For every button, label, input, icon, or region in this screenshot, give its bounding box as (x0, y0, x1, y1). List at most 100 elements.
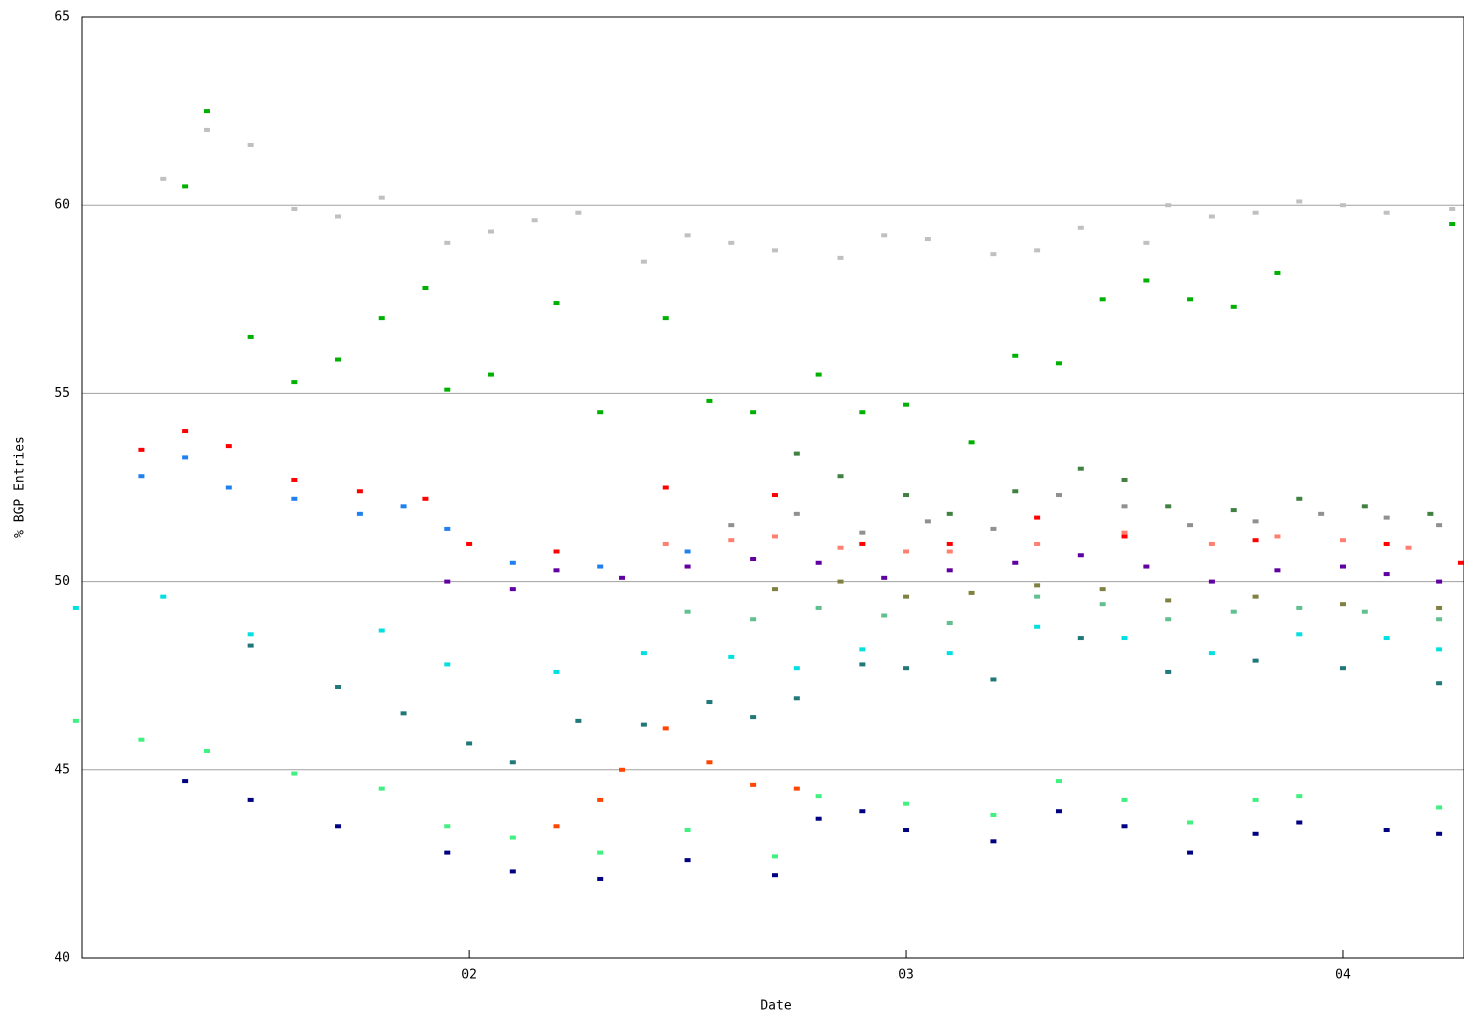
point (1230, 609, 1237, 614)
point (444, 662, 451, 667)
point (444, 526, 451, 531)
point (1339, 203, 1346, 208)
y-tick-label: 40 (54, 951, 70, 966)
point (1187, 850, 1194, 855)
point (291, 496, 298, 501)
point (1165, 504, 1172, 509)
point (684, 609, 691, 614)
point (335, 684, 342, 689)
point (815, 605, 822, 610)
point (1252, 210, 1259, 215)
point (203, 127, 210, 132)
x-tick-label: 04 (1335, 968, 1351, 983)
point (837, 579, 844, 584)
point (946, 549, 953, 554)
point (335, 214, 342, 219)
point (1296, 820, 1303, 825)
point (1012, 353, 1019, 358)
point (378, 316, 385, 321)
point (1449, 222, 1456, 227)
point (1099, 297, 1106, 302)
point (1274, 270, 1281, 275)
point (203, 748, 210, 753)
y-tick-label: 50 (54, 574, 70, 589)
point (1252, 538, 1259, 543)
point (640, 651, 647, 656)
plot-frame (81, 16, 1464, 959)
point (662, 541, 669, 546)
point (466, 741, 473, 746)
point (771, 534, 778, 539)
point (903, 594, 910, 599)
point (1296, 199, 1303, 204)
point (1187, 297, 1194, 302)
point (509, 587, 516, 592)
point (684, 549, 691, 554)
point (903, 666, 910, 671)
point (1361, 609, 1368, 614)
point (487, 372, 494, 377)
point (1208, 541, 1215, 546)
point (487, 229, 494, 234)
point (728, 654, 735, 659)
point (1143, 278, 1150, 283)
point (640, 259, 647, 264)
point (837, 474, 844, 479)
point (1121, 534, 1128, 539)
point (1405, 545, 1412, 550)
x-axis-label: Date (760, 999, 791, 1014)
point (990, 526, 997, 531)
point (466, 541, 473, 546)
point (444, 824, 451, 829)
point (990, 252, 997, 257)
point (422, 496, 429, 501)
point (1436, 647, 1443, 652)
point (553, 669, 560, 674)
point (597, 410, 604, 415)
point (1055, 361, 1062, 366)
point (1121, 530, 1128, 535)
point (924, 237, 931, 242)
point (509, 835, 516, 840)
point (881, 233, 888, 238)
point (378, 195, 385, 200)
point (1077, 466, 1084, 471)
point (553, 568, 560, 573)
point (509, 760, 516, 765)
point (728, 523, 735, 528)
point (728, 240, 735, 245)
point (1121, 797, 1128, 802)
point (1077, 636, 1084, 641)
point (1383, 572, 1390, 577)
point (771, 493, 778, 498)
point (793, 786, 800, 791)
point (553, 301, 560, 306)
point (378, 628, 385, 633)
point (990, 812, 997, 817)
point (531, 218, 538, 223)
point (444, 850, 451, 855)
point (182, 184, 189, 189)
point (1121, 636, 1128, 641)
point (1055, 779, 1062, 784)
point (1339, 602, 1346, 607)
point (859, 809, 866, 814)
point (837, 255, 844, 260)
y-tick-label: 55 (54, 386, 70, 401)
point (597, 797, 604, 802)
point (356, 489, 363, 494)
point (1383, 636, 1390, 641)
point (859, 541, 866, 546)
point (1436, 805, 1443, 810)
point (553, 549, 560, 554)
point (946, 568, 953, 573)
point (1339, 564, 1346, 569)
point (1055, 493, 1062, 498)
point (182, 429, 189, 434)
point (1165, 669, 1172, 674)
x-tick-label: 02 (461, 968, 477, 983)
point (903, 828, 910, 833)
point (291, 206, 298, 211)
point (1296, 605, 1303, 610)
